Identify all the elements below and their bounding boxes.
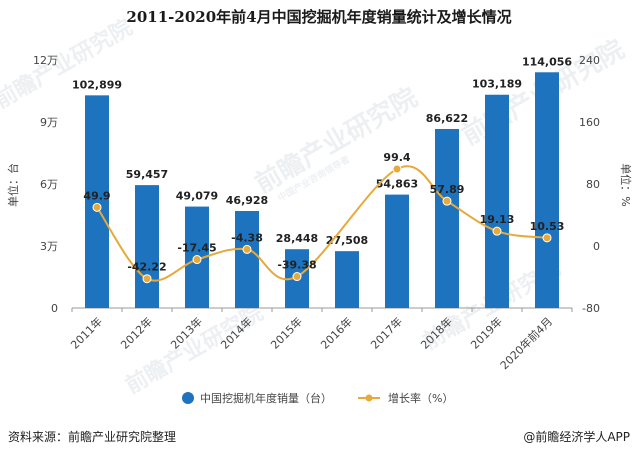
growth-value-label: -4.38 [231, 231, 263, 244]
bar [135, 185, 159, 308]
bar-value-label: 46,928 [226, 194, 268, 207]
growth-point [542, 233, 552, 243]
y-tick-label: 12万 [33, 54, 58, 67]
y-axis-left: 0 3万 6万 9万 12万 [33, 54, 58, 315]
growth-point [242, 244, 252, 254]
chart-title: 2011-2020年前4月中国挖掘机年度销量统计及增长情况 [126, 8, 512, 26]
legend-bar-label: 中国挖掘机年度销量（台） [200, 391, 332, 405]
footer: 资料来源：前瞻产业研究院整理 @前瞻经济学人APP [0, 420, 638, 454]
bar [385, 194, 409, 308]
growth-value-label: 99.4 [383, 151, 410, 164]
watermark-text: 前瞻产业研究院 [0, 14, 137, 114]
growth-point [492, 226, 502, 236]
growth-value-label: -17.45 [177, 242, 216, 255]
x-tick-label: 2020年前4月 [497, 314, 555, 372]
bar-value-label: 59,457 [126, 168, 168, 181]
y2-tick-label: 0 [593, 240, 600, 253]
legend-line-label: 增长率（%） [388, 391, 453, 405]
growth-value-label: 19.13 [480, 213, 515, 226]
x-axis: 2011年 2012年 2013年 2014年 2015年 2016年 2017年 2018年… [68, 308, 573, 372]
source-text: 资料来源：前瞻产业研究院整理 [8, 430, 177, 444]
bar-value-label: 54,863 [376, 178, 418, 191]
growth-point [442, 196, 452, 206]
growth-rate-points [92, 164, 552, 284]
bar-value-label: 102,899 [72, 78, 122, 91]
y2-tick-label: 160 [579, 116, 600, 129]
growth-point [92, 202, 102, 212]
bar-value-label: 28,448 [276, 232, 318, 245]
legend: 中国挖掘机年度销量（台） 增长率（%） [182, 391, 453, 405]
legend-bar-swatch [182, 392, 194, 404]
bar-data-labels: 102,899 59,457 49,079 46,928 28,448 27,508 54,… [72, 55, 572, 247]
y-tick-label: 0 [51, 302, 58, 315]
bar [85, 95, 109, 308]
growth-value-label: 57.89 [430, 183, 465, 196]
bar-series [85, 72, 559, 308]
bar [485, 94, 509, 308]
x-tick-label: 2016年 [318, 314, 355, 351]
y-tick-label: 6万 [40, 178, 58, 191]
y-axis-right: -80 0 80 160 240 [579, 54, 600, 315]
y-tick-label: 3万 [40, 240, 58, 253]
y-axis-label: 单位：台 [6, 163, 20, 207]
bar-value-label: 27,508 [326, 234, 368, 247]
x-tick-label: 2017年 [368, 314, 405, 351]
bar [235, 211, 259, 308]
brand-text: @前瞻经济学人APP [523, 430, 630, 444]
growth-point [392, 164, 402, 174]
y2-tick-label: 240 [579, 54, 600, 67]
growth-point [192, 255, 202, 265]
growth-value-label: -39.38 [277, 259, 316, 272]
growth-point [142, 274, 152, 284]
growth-value-label: -42.22 [127, 261, 166, 274]
y-tick-label: 9万 [40, 116, 58, 129]
bar [435, 128, 459, 308]
legend-line-dot [365, 394, 373, 402]
x-tick-label: 2012年 [118, 314, 155, 351]
growth-point [292, 272, 302, 282]
chart-svg: 前瞻产业研究院 中国产业咨询领导者 前瞻产业研究院 前瞻产业研究院 前瞻产业研究… [0, 14, 633, 405]
bar-value-label: 49,079 [176, 190, 218, 203]
bar [535, 72, 559, 308]
y2-tick-label: 80 [586, 178, 600, 191]
x-tick-label: 2015年 [268, 314, 305, 351]
bar-value-label: 103,189 [472, 78, 522, 91]
y2-tick-label: -80 [582, 302, 600, 315]
growth-value-label: 10.53 [530, 220, 565, 233]
growth-rate-labels: 49.9 -42.22 -17.45 -4.38 -39.38 99.4 57.89 19.1… [83, 151, 564, 274]
bar-value-label: 114,056 [522, 55, 572, 68]
growth-value-label: 49.9 [83, 189, 110, 202]
y2-axis-label: 单位：% [619, 163, 633, 206]
bar-value-label: 86,622 [426, 112, 468, 125]
x-tick-label: 2011年 [68, 314, 105, 351]
bar [335, 251, 359, 308]
